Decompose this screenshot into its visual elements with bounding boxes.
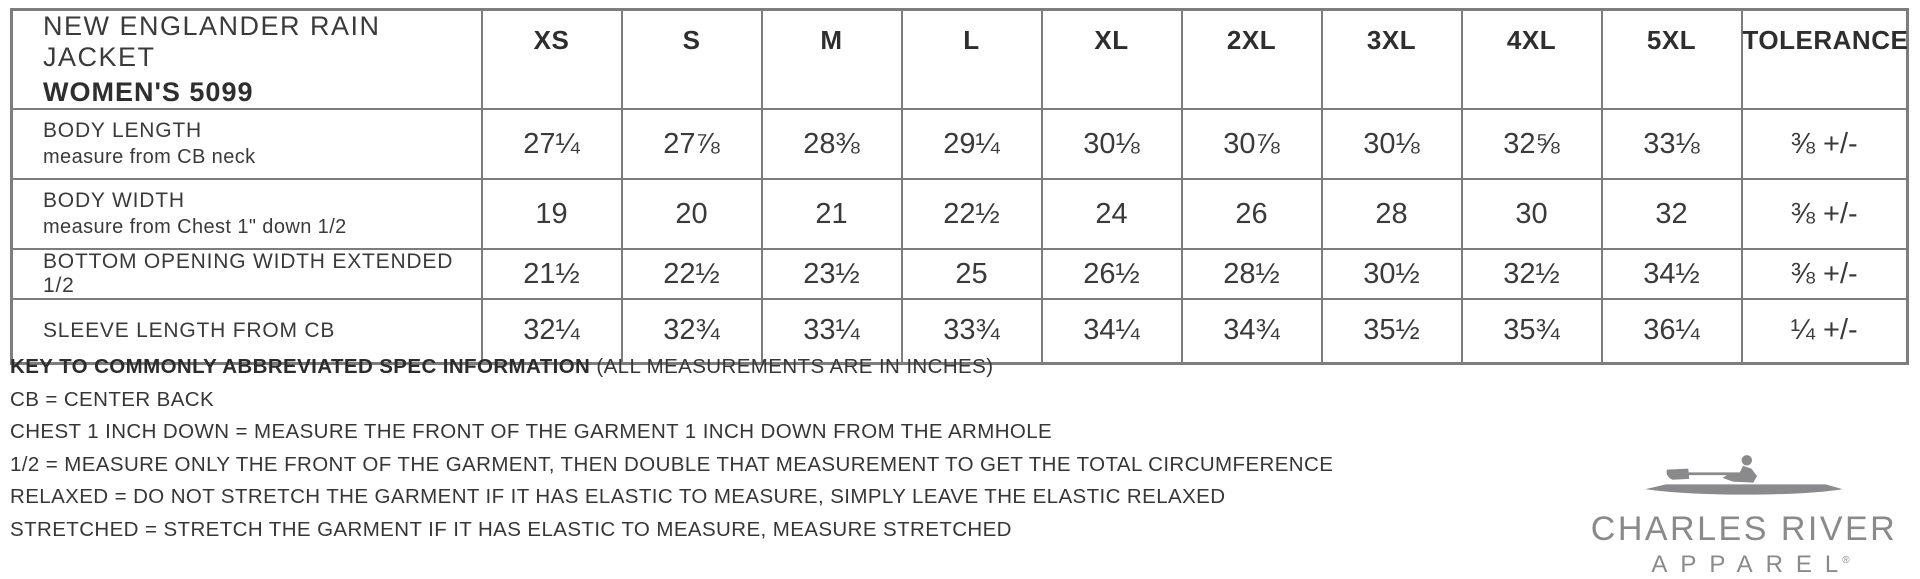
table-row-bottom-opening: BOTTOM OPENING WIDTH EXTENDED 1/2 21½ 22…	[10, 248, 1909, 300]
tolerance-cell: ⅜ +/-	[1740, 178, 1909, 250]
key-line-cb: CB = CENTER BACK	[10, 387, 215, 411]
product-name: NEW ENGLANDER RAIN JACKET	[43, 11, 381, 72]
header-row: NEW ENGLANDER RAIN JACKET WOMEN'S 5099 X…	[10, 8, 1909, 110]
size-cell: 32¾	[620, 298, 763, 364]
key-line-relaxed: RELAXED = DO NOT STRETCH THE GARMENT IF …	[10, 485, 1226, 508]
size-cell: 21½	[480, 248, 623, 300]
column-header-l: L	[900, 8, 1043, 110]
row-sublabel: measure from Chest 1" down 1/2	[43, 216, 347, 238]
row-label-cell: SLEEVE LENGTH FROM CB	[10, 298, 483, 364]
size-cell: 26½	[1040, 248, 1183, 300]
logo-apparel-text: APPAREL	[1651, 551, 1852, 578]
column-header-tolerance: TOLERANCE	[1740, 8, 1909, 110]
tolerance-cell: ¼ +/-	[1740, 298, 1909, 364]
size-cell: 33¾	[900, 298, 1043, 364]
size-cell: 32⅝	[1460, 108, 1603, 180]
size-cell: 33¼	[760, 298, 903, 364]
product-style-number: WOMEN'S 5099	[43, 77, 254, 107]
product-title-cell: NEW ENGLANDER RAIN JACKET WOMEN'S 5099	[10, 8, 483, 110]
rower-scull-icon	[1639, 451, 1849, 508]
logo-name-text: CHARLES RIVER	[1590, 510, 1898, 548]
tolerance-cell: ⅜ +/-	[1740, 108, 1909, 180]
size-cell: 20	[620, 178, 763, 250]
tolerance-cell: ⅜ +/-	[1740, 248, 1909, 300]
size-cell: 35¾	[1460, 298, 1603, 364]
row-sublabel: measure from CB neck	[43, 146, 256, 168]
row-label: SLEEVE LENGTH FROM CB	[43, 318, 336, 342]
size-cell: 30	[1460, 178, 1603, 250]
size-cell: 33⅛	[1600, 108, 1743, 180]
charles-river-logo: CHARLES RIVER APPAREL®	[1584, 451, 1904, 579]
size-cell: 27¼	[480, 108, 623, 180]
size-cell: 34¾	[1180, 298, 1323, 364]
row-label: BODY WIDTH	[43, 189, 185, 212]
size-cell: 28	[1320, 178, 1463, 250]
size-cell: 30⅛	[1320, 108, 1463, 180]
size-cell: 32½	[1460, 248, 1603, 300]
size-cell: 26	[1180, 178, 1323, 250]
column-header-m: M	[760, 8, 903, 110]
row-label: BOTTOM OPENING WIDTH EXTENDED 1/2	[43, 250, 454, 297]
size-cell: 25	[900, 248, 1043, 300]
column-header-xs: XS	[480, 8, 623, 110]
key-heading-bold: KEY TO COMMONLY ABBREVIATED SPEC INFORMA…	[10, 355, 591, 378]
column-header-s: S	[620, 8, 763, 110]
size-cell: 29¼	[900, 108, 1043, 180]
key-line-chest: CHEST 1 INCH DOWN = MEASURE THE FRONT OF…	[10, 420, 1053, 443]
key-line-half: 1/2 = MEASURE ONLY THE FRONT OF THE GARM…	[10, 452, 1334, 476]
size-cell: 34¼	[1040, 298, 1183, 364]
size-cell: 28½	[1180, 248, 1323, 300]
row-label-cell: BOTTOM OPENING WIDTH EXTENDED 1/2	[10, 248, 483, 300]
key-heading: KEY TO COMMONLY ABBREVIATED SPEC INFORMA…	[10, 355, 1333, 379]
row-label: BODY LENGTH	[43, 119, 202, 142]
table-row-body-width: BODY WIDTH measure from Chest 1" down 1/…	[10, 178, 1909, 250]
registered-mark: ®	[1842, 555, 1850, 566]
size-cell: 21	[760, 178, 903, 250]
size-cell: 22½	[900, 178, 1043, 250]
size-cell: 32¼	[480, 298, 623, 364]
column-header-2xl: 2XL	[1180, 8, 1323, 110]
logo-sub-text: APPAREL®	[1584, 551, 1904, 579]
size-cell: 23½	[760, 248, 903, 300]
size-cell: 30½	[1320, 248, 1463, 300]
size-cell: 35½	[1320, 298, 1463, 364]
table-row-body-length: BODY LENGTH measure from CB neck 27¼ 27⅞…	[10, 108, 1909, 180]
size-cell: 19	[480, 178, 623, 250]
size-cell: 34½	[1600, 248, 1743, 300]
size-cell: 22½	[620, 248, 763, 300]
column-header-5xl: 5XL	[1600, 8, 1743, 110]
column-header-3xl: 3XL	[1320, 8, 1463, 110]
size-cell: 28⅜	[760, 108, 903, 180]
key-heading-normal: (ALL MEASUREMENTS ARE IN INCHES)	[590, 355, 994, 378]
size-cell: 27⅞	[620, 108, 763, 180]
spec-key-block: KEY TO COMMONLY ABBREVIATED SPEC INFORMA…	[10, 355, 1333, 550]
key-line-stretched: STRETCHED = STRETCH THE GARMENT IF IT HA…	[10, 517, 1012, 541]
size-cell: 30⅞	[1180, 108, 1323, 180]
column-header-xl: XL	[1040, 8, 1183, 110]
size-cell: 32	[1600, 178, 1743, 250]
size-cell: 24	[1040, 178, 1183, 250]
row-label-cell: BODY WIDTH measure from Chest 1" down 1/…	[10, 178, 483, 250]
size-cell: 36¼	[1600, 298, 1743, 364]
size-spec-table: NEW ENGLANDER RAIN JACKET WOMEN'S 5099 X…	[10, 8, 1909, 365]
row-label-cell: BODY LENGTH measure from CB neck	[10, 108, 483, 180]
size-cell: 30⅛	[1040, 108, 1183, 180]
table-row-sleeve-length: SLEEVE LENGTH FROM CB 32¼ 32¾ 33¼ 33¾ 34…	[10, 298, 1909, 364]
column-header-4xl: 4XL	[1460, 8, 1603, 110]
